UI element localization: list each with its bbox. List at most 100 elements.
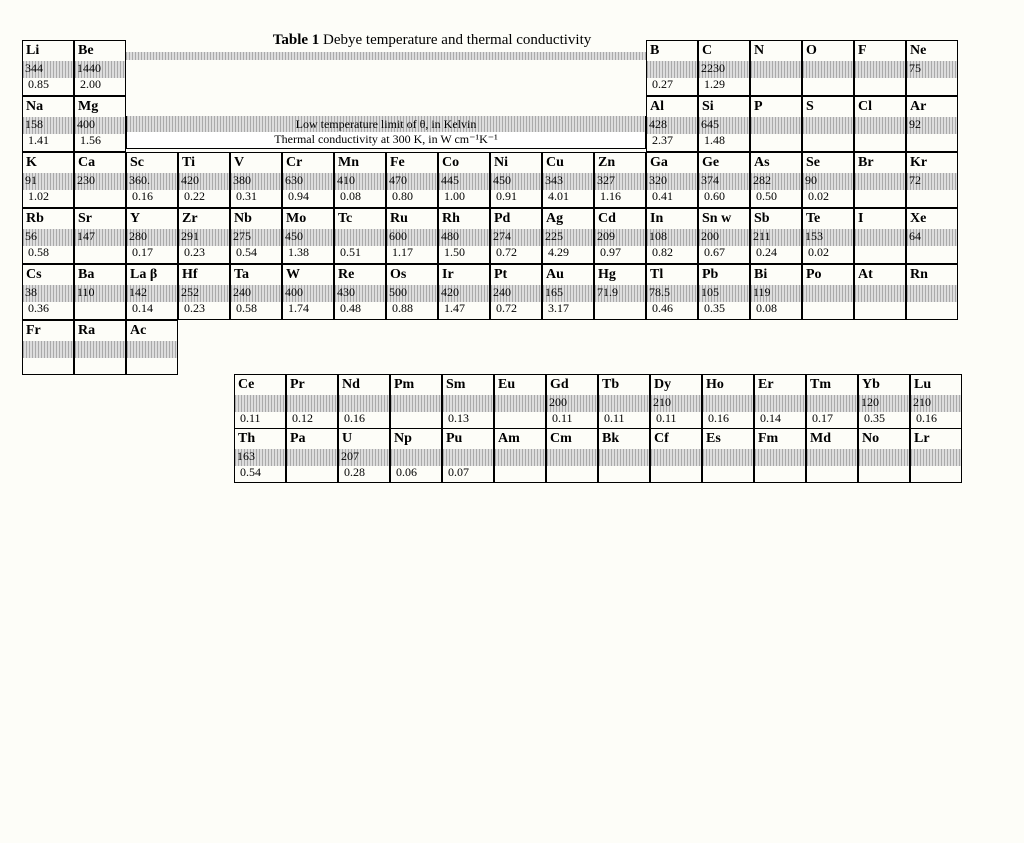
element-B: B 0.27	[646, 40, 698, 96]
element-Hg: Hg71.9	[594, 264, 646, 320]
element-symbol: Sr	[78, 211, 122, 229]
thermal-conductivity	[498, 466, 542, 482]
element-symbol: N	[754, 43, 798, 61]
debye-temperature	[755, 395, 805, 412]
element-symbol: Fe	[390, 155, 434, 173]
thermal-conductivity	[858, 246, 902, 262]
element-Tl: Tl78.50.46	[646, 264, 698, 320]
element-Be: Be14402.00	[74, 40, 126, 96]
element-symbol: I	[858, 211, 902, 229]
thermal-conductivity	[394, 412, 438, 428]
thermal-conductivity	[910, 78, 954, 94]
element-symbol: Au	[546, 267, 590, 285]
thermal-conductivity: 0.14	[130, 302, 174, 318]
thermal-conductivity	[78, 190, 122, 206]
debye-temperature: 75	[907, 61, 957, 78]
element-symbol: Se	[806, 155, 850, 173]
thermal-conductivity	[858, 190, 902, 206]
element-symbol: O	[806, 43, 850, 61]
debye-temperature	[127, 341, 177, 358]
thermal-conductivity: 0.22	[182, 190, 226, 206]
thermal-conductivity: 2.37	[650, 134, 694, 150]
element-Xe: Xe64	[906, 208, 958, 264]
element-symbol: Fr	[26, 323, 70, 341]
element-symbol: K	[26, 155, 70, 173]
thermal-conductivity	[706, 466, 750, 482]
debye-temperature: 445	[439, 173, 489, 190]
debye-temperature	[703, 395, 753, 412]
element-Ta: Ta2400.58	[230, 264, 282, 320]
debye-temperature	[751, 61, 801, 78]
element-Pr: Pr 0.12	[286, 374, 338, 429]
thermal-conductivity: 4.29	[546, 246, 590, 262]
element-symbol: Hg	[598, 267, 642, 285]
element-symbol: Ru	[390, 211, 434, 229]
thermal-conductivity: 1.17	[390, 246, 434, 262]
element-Rh: Rh4801.50	[438, 208, 490, 264]
element-symbol: Br	[858, 155, 902, 173]
element-Cu: Cu3434.01	[542, 152, 594, 208]
element-Br: Br	[854, 152, 906, 208]
thermal-conductivity: 0.16	[130, 190, 174, 206]
element-symbol: Ce	[238, 377, 282, 395]
thermal-conductivity: 1.41	[26, 134, 70, 150]
element-symbol: Ga	[650, 155, 694, 173]
thermal-conductivity	[806, 134, 850, 150]
element-Ca: Ca230	[74, 152, 126, 208]
element-symbol: Ni	[494, 155, 538, 173]
element-Ra: Ra	[74, 320, 126, 375]
debye-temperature	[443, 395, 493, 412]
element-symbol: U	[342, 431, 386, 449]
element-symbol: Bk	[602, 431, 646, 449]
element-symbol: P	[754, 99, 798, 117]
element-symbol: Ta	[234, 267, 278, 285]
element-symbol: W	[286, 267, 330, 285]
element-symbol: Ne	[910, 43, 954, 61]
thermal-conductivity: 0.23	[182, 246, 226, 262]
debye-temperature: 91	[23, 173, 73, 190]
debye-temperature: 380	[231, 173, 281, 190]
element-Ni: Ni4500.91	[490, 152, 542, 208]
thermal-conductivity: 0.80	[390, 190, 434, 206]
thermal-conductivity	[754, 134, 798, 150]
thermal-conductivity: 1.74	[286, 302, 330, 318]
debye-temperature	[391, 395, 441, 412]
debye-temperature: 450	[491, 173, 541, 190]
element-symbol: Bi	[754, 267, 798, 285]
element-Rb: Rb560.58	[22, 208, 74, 264]
thermal-conductivity: 0.88	[390, 302, 434, 318]
element-Tb: Tb 0.11	[598, 374, 650, 429]
debye-temperature	[287, 449, 337, 466]
debye-temperature: 274	[491, 229, 541, 246]
element-Bk: Bk	[598, 428, 650, 483]
debye-temperature	[547, 449, 597, 466]
debye-temperature: 291	[179, 229, 229, 246]
element-symbol: Mn	[338, 155, 382, 173]
debye-temperature	[803, 117, 853, 134]
element-Po: Po	[802, 264, 854, 320]
element-symbol: Cm	[550, 431, 594, 449]
debye-temperature: 360.	[127, 173, 177, 190]
thermal-conductivity: 1.16	[598, 190, 642, 206]
periodic-table-figure: Table 1 Debye temperature and thermal co…	[22, 40, 1002, 483]
element-symbol: Md	[810, 431, 854, 449]
element-Nb: Nb2750.54	[230, 208, 282, 264]
element-symbol: Hf	[182, 267, 226, 285]
element-symbol: Cu	[546, 155, 590, 173]
element-symbol: Sb	[754, 211, 798, 229]
element-Pu: Pu 0.07	[442, 428, 494, 483]
element-Ar: Ar92	[906, 96, 958, 152]
debye-temperature	[751, 117, 801, 134]
debye-temperature: 2230	[699, 61, 749, 78]
element-Te: Te1530.02	[802, 208, 854, 264]
element-symbol: Yb	[862, 377, 906, 395]
element-symbol: Sm	[446, 377, 490, 395]
debye-temperature	[495, 449, 545, 466]
element-S: S	[802, 96, 854, 152]
debye-temperature: 56	[23, 229, 73, 246]
thermal-conductivity: 0.72	[494, 302, 538, 318]
thermal-conductivity	[498, 412, 542, 428]
element-Np: Np 0.06	[390, 428, 442, 483]
element-W: W4001.74	[282, 264, 334, 320]
debye-temperature: 210	[911, 395, 961, 412]
